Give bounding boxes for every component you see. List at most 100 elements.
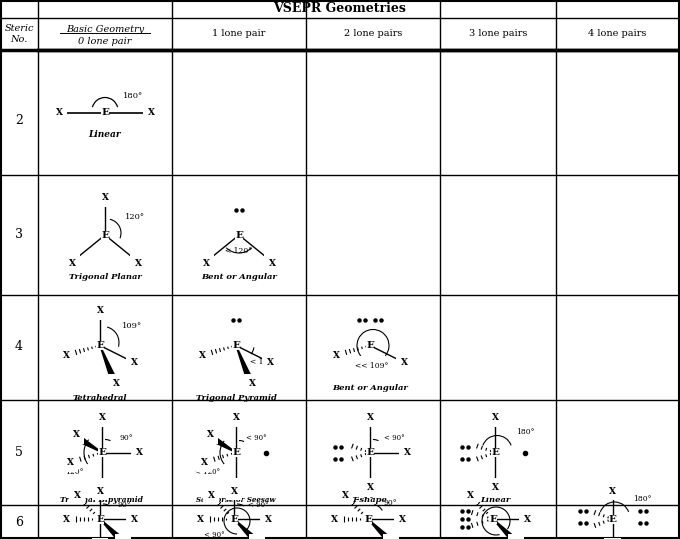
Text: E: E <box>609 515 617 523</box>
Text: X: X <box>233 413 239 422</box>
Text: 4 lone pairs: 4 lone pairs <box>588 30 646 38</box>
Text: E: E <box>98 448 106 457</box>
Text: X: X <box>97 306 103 315</box>
Text: 120°: 120° <box>125 213 145 221</box>
Text: 90°: 90° <box>384 499 397 507</box>
Text: Basic Geometry: Basic Geometry <box>66 24 144 33</box>
Text: Bent or Angular: Bent or Angular <box>201 273 277 281</box>
Text: X: X <box>269 259 275 267</box>
Text: 6: 6 <box>15 515 23 529</box>
Text: E: E <box>232 448 240 457</box>
Text: Trigonal Pyramid: Trigonal Pyramid <box>196 393 277 402</box>
Polygon shape <box>234 519 254 539</box>
Text: Linear: Linear <box>480 496 510 505</box>
Text: E: E <box>364 515 372 523</box>
Polygon shape <box>493 519 513 539</box>
Text: E: E <box>366 448 374 457</box>
Text: 180°: 180° <box>123 92 143 100</box>
Text: 180°: 180° <box>633 495 651 503</box>
Text: 2: 2 <box>15 114 23 127</box>
Text: X: X <box>203 259 209 267</box>
Text: 109°: 109° <box>122 321 142 329</box>
Text: X: X <box>524 515 530 523</box>
Text: 3: 3 <box>15 229 23 241</box>
Text: X: X <box>330 515 337 523</box>
Text: < 90°: < 90° <box>384 434 405 443</box>
Text: 3 lone pairs: 3 lone pairs <box>469 30 527 38</box>
Text: X: X <box>398 515 405 523</box>
Text: X: X <box>199 351 205 360</box>
Text: < 109°: < 109° <box>250 357 277 365</box>
Text: 0 lone pair: 0 lone pair <box>78 38 132 46</box>
Text: < 120°: < 120° <box>195 468 220 476</box>
Text: X: X <box>609 487 616 495</box>
Polygon shape <box>215 438 236 453</box>
Polygon shape <box>81 438 102 453</box>
Text: X: X <box>516 535 522 539</box>
Text: X: X <box>403 448 411 457</box>
Text: 4: 4 <box>15 341 23 354</box>
Text: < 90°: < 90° <box>248 501 269 509</box>
Text: < 120°: < 120° <box>226 247 252 255</box>
Text: Sawhorse or Seesaw: Sawhorse or Seesaw <box>197 496 275 505</box>
Text: Steric
No.: Steric No. <box>4 24 34 44</box>
Text: X: X <box>233 483 239 492</box>
Text: X: X <box>67 458 73 467</box>
Text: X: X <box>135 448 143 457</box>
Text: X: X <box>265 515 271 523</box>
Text: X: X <box>97 487 103 495</box>
Text: X: X <box>73 430 80 439</box>
Text: X: X <box>69 259 75 267</box>
Text: Tetrahedral: Tetrahedral <box>73 393 127 402</box>
Text: X: X <box>73 490 80 500</box>
Text: X: X <box>333 351 339 360</box>
Text: X: X <box>341 490 348 500</box>
Text: X: X <box>131 358 137 367</box>
Text: X: X <box>492 413 498 422</box>
Text: X: X <box>63 515 69 523</box>
Text: Linear: Linear <box>88 130 121 139</box>
Text: X: X <box>466 490 473 500</box>
Text: Trigonal Planar: Trigonal Planar <box>69 273 141 281</box>
Text: Bent or Angular: Bent or Angular <box>332 384 408 391</box>
Text: X: X <box>112 379 120 388</box>
Text: E: E <box>232 341 240 350</box>
Text: E: E <box>96 515 104 523</box>
Text: X: X <box>231 487 237 495</box>
Text: X: X <box>197 515 203 523</box>
Text: E: E <box>101 108 109 117</box>
Text: X: X <box>201 458 207 467</box>
Text: Trigonal Bipyramid: Trigonal Bipyramid <box>61 496 143 505</box>
Text: X: X <box>56 108 63 117</box>
Polygon shape <box>100 345 114 376</box>
Polygon shape <box>236 345 250 376</box>
Text: X: X <box>99 483 105 492</box>
Text: X: X <box>63 351 69 360</box>
Text: E: E <box>491 448 499 457</box>
Text: E: E <box>96 341 104 350</box>
Text: X: X <box>207 430 214 439</box>
Text: X: X <box>367 413 373 422</box>
Text: 120°: 120° <box>65 468 83 476</box>
Text: X: X <box>267 358 273 367</box>
Text: << 109°: << 109° <box>356 362 389 370</box>
Text: 180°: 180° <box>515 429 534 437</box>
Text: E: E <box>366 341 374 350</box>
Text: 90°: 90° <box>117 501 131 509</box>
Text: VSEPR Geometries: VSEPR Geometries <box>273 3 407 16</box>
Text: X: X <box>401 358 407 367</box>
Text: X: X <box>248 379 256 388</box>
Text: X: X <box>207 490 214 500</box>
Text: X: X <box>135 259 141 267</box>
Text: 2 lone pairs: 2 lone pairs <box>344 30 402 38</box>
Text: < 90°: < 90° <box>245 434 267 443</box>
Text: X: X <box>99 413 105 422</box>
Polygon shape <box>100 519 120 539</box>
Text: E: E <box>235 231 243 239</box>
Polygon shape <box>368 519 388 539</box>
Text: X: X <box>148 108 154 117</box>
Text: X: X <box>367 483 373 492</box>
Text: E: E <box>230 515 238 523</box>
Text: E: E <box>489 515 497 523</box>
Text: < 90°: < 90° <box>204 531 224 539</box>
